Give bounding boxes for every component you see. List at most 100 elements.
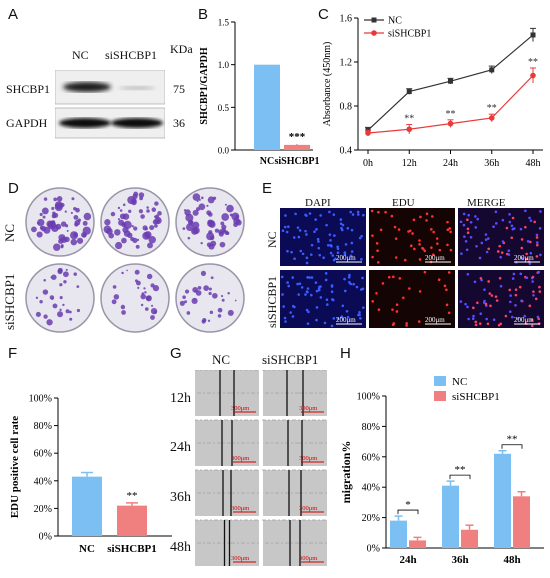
- nucleus: [315, 306, 319, 309]
- colony: [121, 271, 124, 275]
- colony: [144, 307, 149, 311]
- scale-label: 200μm: [336, 316, 356, 324]
- cell-texture: [309, 542, 311, 544]
- colony: [54, 201, 63, 210]
- edu-cell: [377, 210, 380, 214]
- colony: [71, 197, 75, 201]
- merged-cell: [476, 217, 480, 221]
- colony: [135, 244, 140, 249]
- scale-label: 200μm: [514, 254, 534, 262]
- edu-cell: [447, 271, 451, 274]
- nucleus: [352, 282, 355, 286]
- nucleus: [299, 249, 303, 253]
- edu-cell: [419, 215, 422, 219]
- edu-cell: [376, 249, 379, 253]
- colony: [227, 292, 230, 295]
- cell-texture: [203, 542, 205, 544]
- merged-cell: [478, 256, 482, 260]
- cell-texture: [237, 542, 239, 544]
- data-point: [488, 115, 495, 121]
- nucleus: [328, 210, 331, 214]
- edu-cell: [418, 290, 422, 293]
- cell-texture: [196, 519, 198, 521]
- colony: [55, 223, 62, 230]
- cell-texture: [247, 392, 249, 394]
- nucleus: [296, 282, 299, 286]
- colony: [206, 232, 215, 241]
- cell-texture: [308, 469, 310, 471]
- cell-texture: [204, 370, 206, 371]
- cell-texture: [282, 519, 284, 521]
- cell-texture: [315, 542, 317, 544]
- merged-cell: [508, 288, 512, 292]
- nucleus: [358, 236, 362, 240]
- cell-texture: [299, 392, 301, 394]
- cell-texture: [227, 442, 229, 444]
- wound-row-36h: 36h: [170, 490, 191, 505]
- cell-texture: [246, 419, 248, 421]
- cell-texture: [298, 370, 300, 371]
- edu-cell: [443, 284, 447, 288]
- x-tick-label: NC: [260, 156, 274, 167]
- merged-cell: [525, 252, 528, 256]
- chart-b: 0.0 0.5 1.0 1.5 NC siSHCBP1 *** SHCBP1/GAPDH: [199, 18, 320, 168]
- cell-texture: [210, 519, 212, 521]
- cell-texture: [256, 519, 258, 521]
- colony: [154, 223, 158, 228]
- cell-texture: [231, 392, 233, 394]
- edu-cell: [376, 261, 380, 264]
- cell-texture: [204, 419, 206, 421]
- nucleus: [325, 298, 329, 302]
- cell-texture: [213, 442, 215, 444]
- cell-texture: [294, 519, 296, 521]
- fluorescence-image: [369, 270, 455, 328]
- cell-texture: [321, 492, 323, 494]
- merged-cell: [494, 210, 498, 214]
- y-tick-label: 80%: [34, 421, 52, 432]
- merged-cell: [519, 227, 523, 231]
- colony: [119, 213, 126, 220]
- colony-row-label-sishcbp1: siSHCBP1: [2, 273, 17, 330]
- nucleus: [344, 243, 348, 246]
- data-point: [448, 78, 453, 84]
- x-tick-label: siSHCBP1: [274, 156, 319, 167]
- merged-cell: [464, 239, 468, 243]
- nucleus: [314, 218, 317, 221]
- nucleus: [360, 234, 363, 238]
- cell-texture: [216, 469, 218, 471]
- cell-texture: [302, 469, 304, 471]
- cell-texture: [292, 370, 294, 371]
- cell-texture: [285, 442, 287, 444]
- bar-sishcbp1-24h: [409, 540, 426, 548]
- colony: [209, 310, 214, 315]
- y-tick-label: 20%: [362, 513, 380, 524]
- merged-cell: [501, 218, 505, 222]
- merged-cell: [501, 240, 505, 243]
- cell-texture: [240, 469, 242, 471]
- panel-h-letter: H: [340, 345, 351, 362]
- cell-texture: [297, 492, 299, 494]
- colony: [39, 212, 43, 217]
- legend-label: NC: [388, 16, 402, 27]
- cell-texture: [277, 492, 279, 494]
- merged-cell: [494, 295, 498, 298]
- wound-row-24h: 24h: [170, 440, 191, 455]
- merged-cell: [538, 290, 542, 293]
- edu-column-merge: MERGE: [467, 197, 506, 209]
- colony: [139, 196, 143, 201]
- colony: [184, 209, 191, 216]
- merged-cell: [519, 272, 523, 276]
- colony: [146, 206, 149, 209]
- cell-texture: [311, 542, 313, 544]
- western-blot-image: [55, 70, 165, 139]
- merged-cell: [538, 227, 542, 230]
- merged-cell: [508, 220, 512, 224]
- colony: [235, 214, 239, 219]
- scale-label: 300μm: [231, 455, 249, 462]
- nucleus: [355, 285, 359, 289]
- colony: [201, 196, 204, 200]
- merged-cell: [508, 213, 511, 216]
- kda-value-gapdh: 36: [173, 116, 185, 130]
- colony: [52, 303, 58, 309]
- cell-texture: [318, 519, 320, 521]
